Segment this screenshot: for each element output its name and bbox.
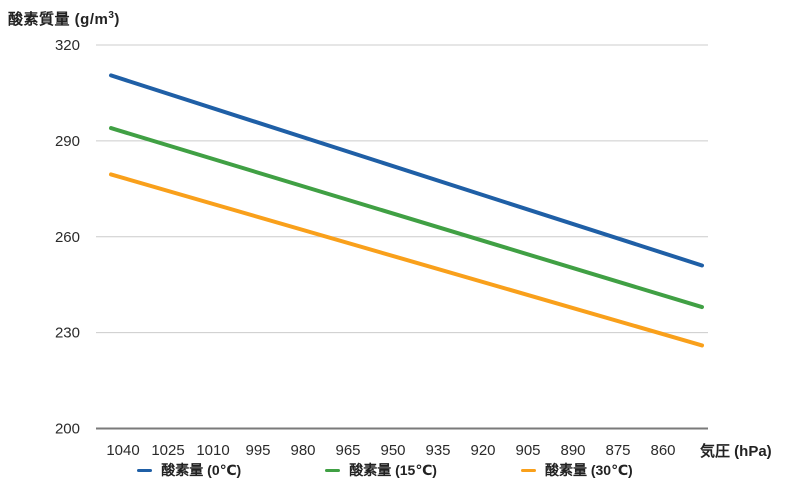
x-tick-label: 920 (470, 442, 495, 459)
x-tick-label: 1040 (106, 442, 139, 459)
x-tick-label: 950 (380, 442, 405, 459)
legend-label: 酸素量 (15℃) (349, 462, 437, 478)
y-axis-title-superscript: 3 (108, 10, 115, 21)
legend-label: 酸素量 (30℃) (544, 462, 633, 478)
y-tick-label: 230 (55, 325, 80, 342)
x-axis-title: 気圧 (hPa) (700, 443, 772, 460)
series-line-1 (109, 126, 704, 310)
x-tick-label: 875 (605, 442, 630, 459)
x-tick-label: 860 (650, 442, 675, 459)
x-tick-label: 965 (335, 442, 360, 459)
series-line-0 (109, 73, 704, 268)
y-tick-label: 260 (55, 229, 80, 246)
y-tick-label: 290 (55, 133, 80, 150)
legend-marker-line-icon (325, 468, 341, 472)
x-tick-label: 890 (560, 442, 585, 459)
x-tick-label: 905 (515, 442, 540, 459)
y-axis-title: 酸素質量 (g/m3) (8, 8, 120, 29)
x-tick-label: 980 (290, 442, 315, 459)
x-tick-label: 935 (425, 442, 450, 459)
y-tick-label: 200 (55, 421, 80, 438)
legend-label: 酸素量 (0℃) (161, 462, 242, 478)
legend-marker-line-icon (520, 468, 536, 472)
x-tick-label: 995 (245, 442, 270, 459)
legend-item: 酸素量 (30℃) (520, 460, 633, 480)
x-tick-label: 1025 (151, 442, 184, 459)
legend-item: 酸素量 (0℃) (137, 460, 241, 480)
y-tick-label: 320 (55, 37, 80, 54)
x-tick-label: 1010 (196, 442, 229, 459)
legend-marker-line-icon (137, 468, 153, 472)
legend: 酸素量 (0℃) 酸素量 (15℃) 酸素量 (30℃) (0, 460, 770, 480)
y-axis-title-text: 酸素質量 (g/m (8, 11, 109, 28)
y-axis-title-close: ) (114, 11, 120, 28)
series-line-2 (109, 172, 704, 348)
legend-item: 酸素量 (15℃) (325, 460, 437, 480)
